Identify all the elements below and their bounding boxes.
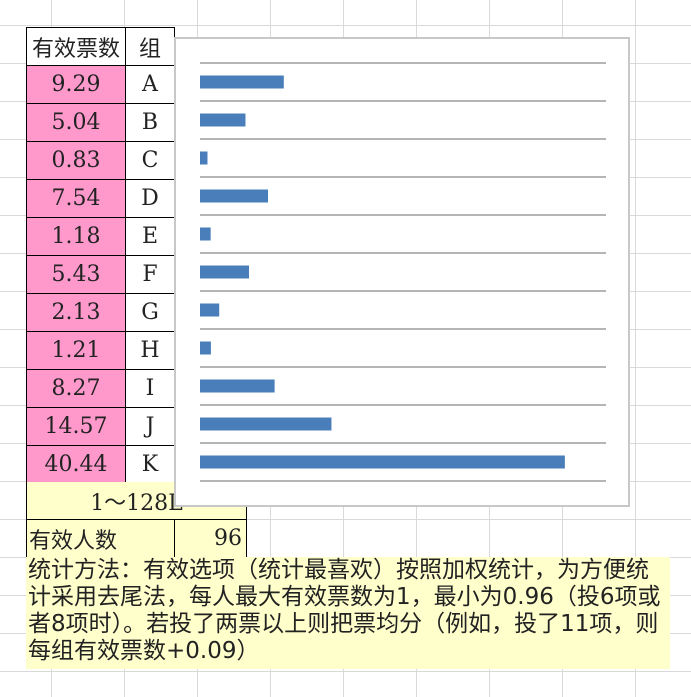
group-cell: E xyxy=(125,217,175,256)
group-cell: H xyxy=(125,331,175,370)
group-cell: C xyxy=(125,141,175,180)
bar-I[interactable] xyxy=(200,379,275,393)
group-cell: J xyxy=(125,407,175,446)
bar-A[interactable] xyxy=(200,75,284,89)
bar-C[interactable] xyxy=(200,151,208,165)
group-cell: I xyxy=(125,369,175,408)
group-cell: K xyxy=(125,445,175,484)
votes-cell: 7.54 xyxy=(26,179,126,218)
votes-cell: 9.29 xyxy=(26,65,126,104)
group-cell: F xyxy=(125,255,175,294)
votes-cell: 1.18 xyxy=(26,217,126,256)
bar-G[interactable] xyxy=(200,303,220,317)
votes-cell: 2.13 xyxy=(26,293,126,332)
bar-H[interactable] xyxy=(200,341,211,355)
votes-cell: 5.43 xyxy=(26,255,126,294)
group-cell: D xyxy=(125,179,175,218)
people-label: 有效人数 xyxy=(26,519,175,558)
votes-cell: 1.21 xyxy=(26,331,126,370)
group-cell: G xyxy=(125,293,175,332)
bar-chart[interactable] xyxy=(174,37,630,507)
bar-D[interactable] xyxy=(200,189,269,203)
method-note: 统计方法：有效选项（统计最喜欢）按照加权统计，为方便统计采用去尾法，每人最大有效… xyxy=(26,557,670,669)
bar-B[interactable] xyxy=(200,113,246,127)
bar-F[interactable] xyxy=(200,265,249,279)
bar-J[interactable] xyxy=(200,417,332,431)
group-cell: B xyxy=(125,103,175,142)
bar-E[interactable] xyxy=(200,227,211,241)
header-votes: 有效票数 xyxy=(26,27,126,65)
votes-cell: 14.57 xyxy=(26,407,126,446)
votes-cell: 5.04 xyxy=(26,103,126,142)
header-group: 组 xyxy=(125,27,175,65)
votes-cell: 40.44 xyxy=(26,445,126,484)
bar-chart-svg xyxy=(200,62,606,482)
group-cell: A xyxy=(125,65,175,104)
votes-cell: 8.27 xyxy=(26,369,126,408)
people-value: 96 xyxy=(174,519,247,558)
bar-K[interactable] xyxy=(200,455,565,469)
votes-cell: 0.83 xyxy=(26,141,126,180)
